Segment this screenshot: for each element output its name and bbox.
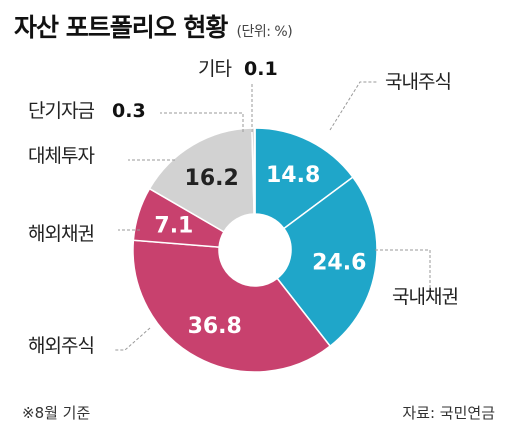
slice-3	[132, 239, 332, 373]
slice-2	[276, 176, 378, 348]
slice-label-2: 국내채권	[392, 286, 458, 308]
slice-value-7: 0.1	[244, 58, 278, 80]
slice-label-3: 해외주식	[28, 335, 94, 357]
slice-label-6: 단기자금	[28, 100, 94, 122]
title-row: 자산 포트폴리오 현황 (단위: %)	[14, 8, 293, 44]
slice-5	[148, 127, 255, 233]
source-note: 자료: 국민연금	[402, 404, 495, 422]
leader-line-2	[375, 249, 431, 290]
slice-value-6: 0.3	[112, 100, 146, 122]
footnote: ※8월 기준	[22, 404, 91, 422]
slice-label-1: 국내주식	[385, 71, 451, 93]
slice-value-3: 36.8	[188, 314, 242, 339]
chart-title: 자산 포트폴리오 현황	[14, 13, 228, 42]
leader-line-1	[329, 81, 378, 131]
leader-line-6	[160, 112, 244, 132]
slice-value-5: 16.2	[185, 166, 239, 191]
slice-label-5: 대체투자	[28, 145, 94, 167]
slice-value-4: 7.1	[154, 214, 193, 239]
slice-1	[254, 127, 354, 230]
slice-value-2: 24.6	[312, 250, 366, 275]
leader-line-3	[115, 327, 151, 351]
slice-label-7: 기타	[198, 58, 231, 80]
slice-value-1: 14.8	[266, 163, 320, 188]
slice-label-4: 해외채권	[28, 223, 94, 245]
slice-7	[253, 127, 256, 215]
unit-label: (단위: %)	[236, 24, 293, 40]
